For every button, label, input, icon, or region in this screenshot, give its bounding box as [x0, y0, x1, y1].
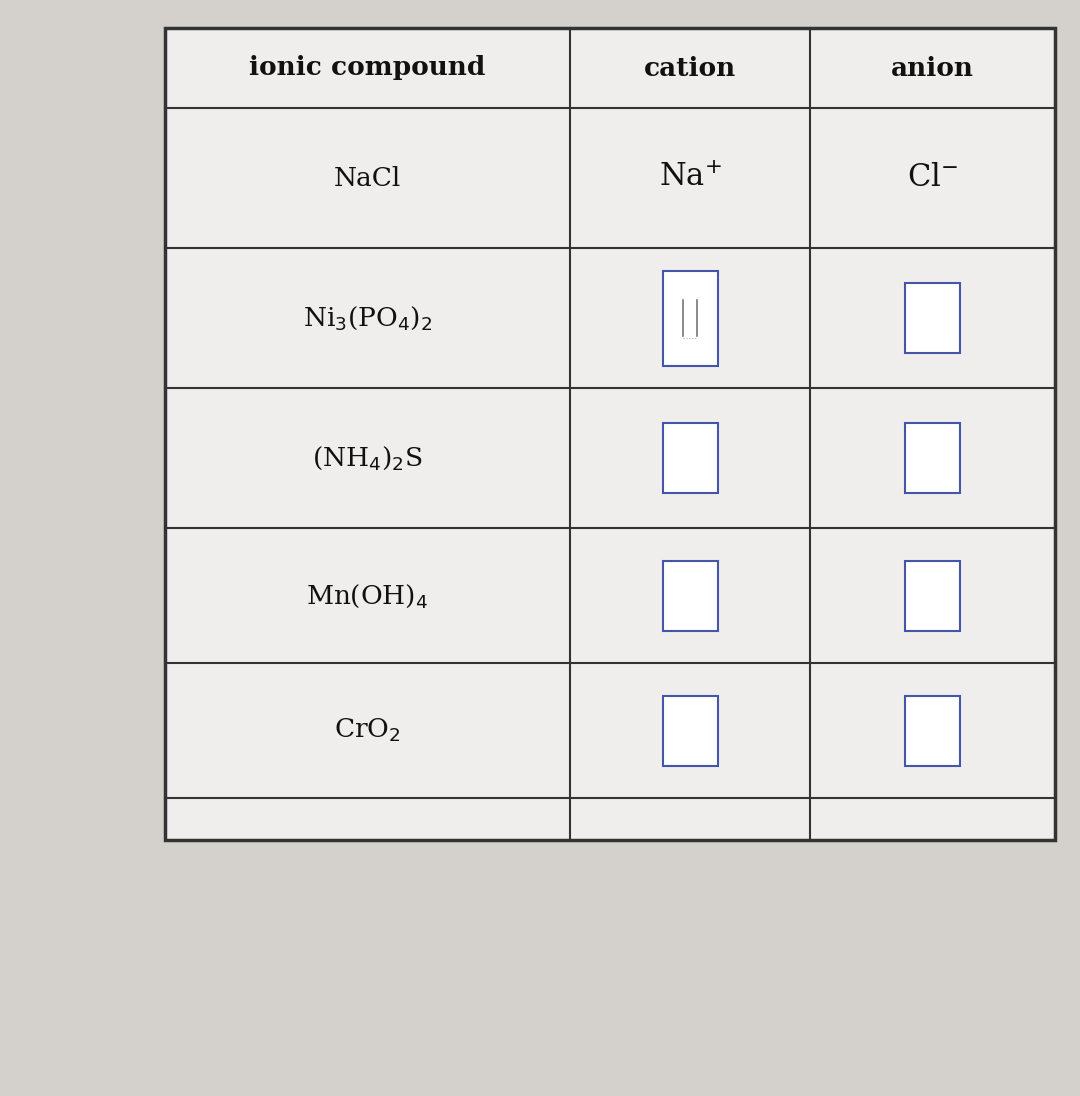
Bar	[905, 423, 960, 493]
Text: ionic compound: ionic compound	[249, 56, 486, 80]
Bar	[165, 28, 1055, 840]
Text: anion: anion	[891, 56, 974, 80]
Bar	[905, 696, 960, 765]
Text: (NH$_4$)$_2$S: (NH$_4$)$_2$S	[312, 444, 422, 472]
Bar	[905, 283, 960, 353]
Bar	[905, 560, 960, 630]
Text: Na$^{+}$: Na$^{+}$	[659, 162, 721, 194]
Bar	[165, 28, 1055, 840]
Text: NaCl: NaCl	[334, 165, 401, 191]
Text: CrO$_2$: CrO$_2$	[334, 717, 401, 744]
Bar	[662, 271, 717, 365]
Bar	[662, 696, 717, 765]
Text: Cl$^{-}$: Cl$^{-}$	[907, 162, 958, 194]
Text: Mn(OH)$_4$: Mn(OH)$_4$	[307, 582, 429, 609]
Bar	[662, 423, 717, 493]
Text: cation: cation	[644, 56, 737, 80]
Text: Ni$_3$(PO$_4$)$_2$: Ni$_3$(PO$_4$)$_2$	[302, 304, 432, 332]
Bar	[662, 560, 717, 630]
